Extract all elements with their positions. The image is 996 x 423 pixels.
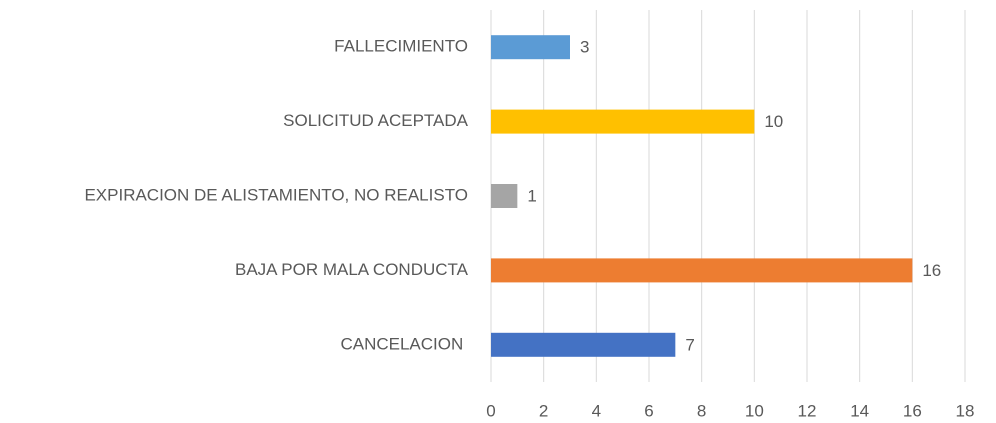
x-tick-label: 8 (697, 401, 706, 420)
bar (491, 184, 518, 208)
data-label: 3 (580, 38, 589, 57)
x-tick-label: 0 (486, 401, 495, 420)
data-label: 7 (685, 335, 694, 354)
data-label: 1 (527, 186, 536, 205)
y-tick-label: CANCELACION (340, 334, 468, 353)
x-tick-label: 12 (798, 401, 817, 420)
bar (491, 109, 755, 134)
x-tick-label: 6 (644, 401, 653, 420)
y-tick-label: BAJA POR MALA CONDUCTA (235, 260, 469, 279)
x-tick-label: 14 (850, 401, 869, 420)
x-tick-label: 2 (539, 401, 548, 420)
x-tick-label: 4 (592, 401, 601, 420)
y-tick-label: SOLICITUD ACEPTADA (283, 111, 468, 130)
y-tick-label: EXPIRACION DE ALISTAMIENTO, NO REALISTO (84, 185, 468, 204)
bar (491, 258, 913, 283)
x-tick-label: 10 (745, 401, 764, 420)
bar (491, 35, 570, 60)
x-tick-label: 18 (956, 401, 975, 420)
x-tick-label: 16 (903, 401, 922, 420)
bar (491, 332, 676, 357)
y-tick-label: FALLECIMIENTO (334, 37, 468, 56)
data-label: 10 (764, 112, 783, 131)
data-label: 16 (922, 261, 941, 280)
